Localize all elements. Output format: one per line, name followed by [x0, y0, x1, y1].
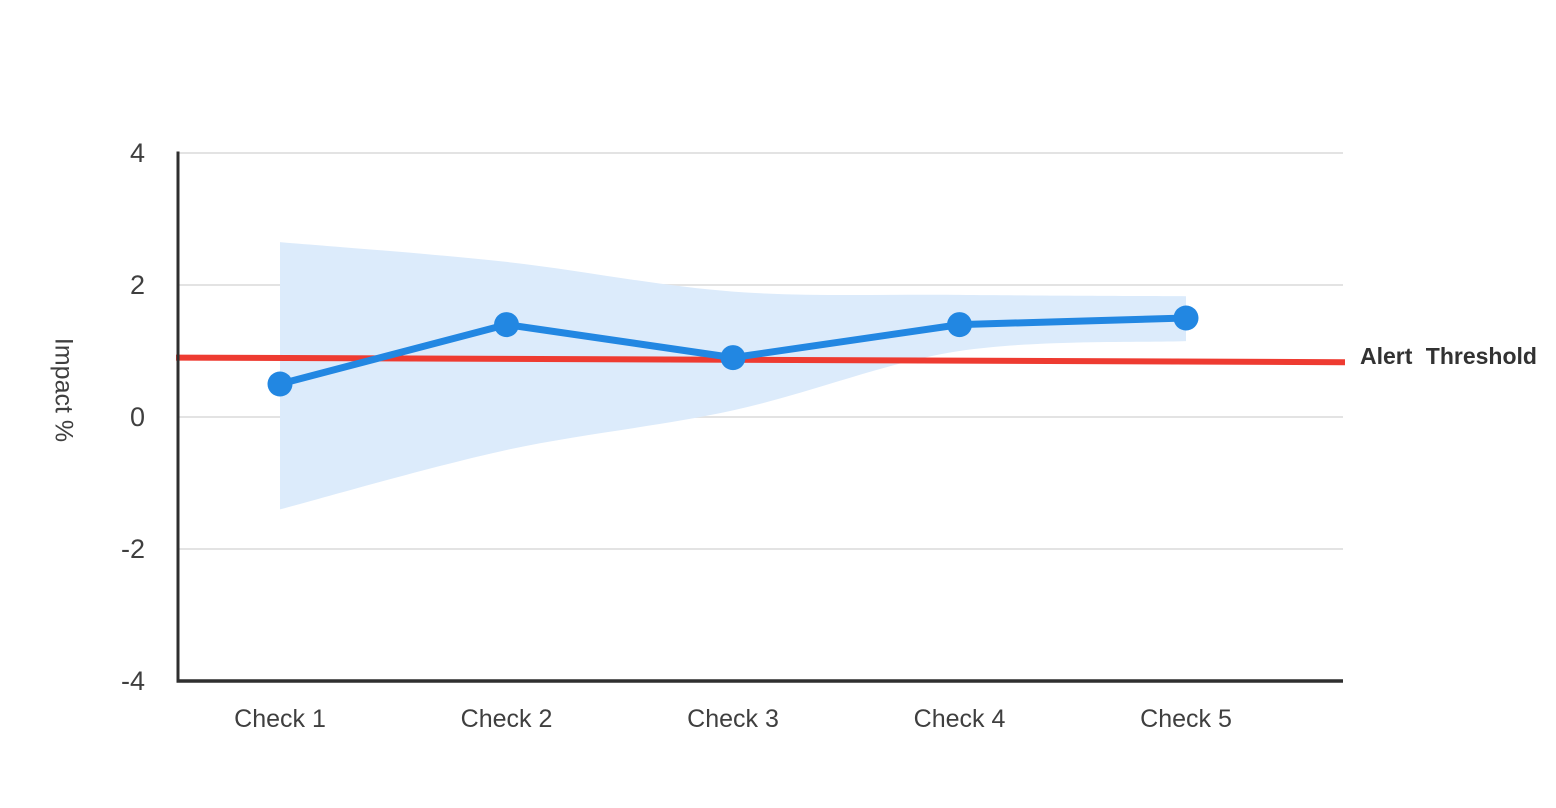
x-tick-label-3: Check 3	[687, 705, 779, 733]
y-tick-label-0: 0	[130, 402, 145, 432]
data-point-5	[1173, 305, 1199, 331]
alert-threshold-label: Alert Threshold	[1360, 343, 1537, 369]
y-tick-label--4: -4	[121, 666, 145, 696]
confidence-band	[280, 242, 1186, 510]
x-tick-label-4: Check 4	[914, 705, 1006, 733]
data-point-4	[947, 312, 972, 338]
y-axis-title: Impact %	[49, 338, 77, 442]
data-point-1	[267, 371, 293, 397]
y-tick-label-2: 2	[130, 270, 145, 300]
y-tick-label--2: -2	[121, 534, 145, 564]
data-point-2	[494, 312, 519, 338]
x-tick-label-5: Check 5	[1140, 705, 1232, 733]
x-tick-label-1: Check 1	[234, 705, 326, 733]
y-tick-label-4: 4	[130, 138, 145, 168]
data-point-3	[720, 345, 746, 371]
x-tick-label-2: Check 2	[461, 705, 553, 733]
